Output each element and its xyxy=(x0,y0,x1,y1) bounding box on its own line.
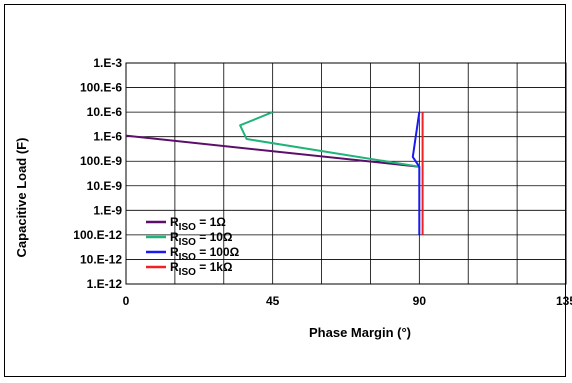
y-tick-label: 100.E-12 xyxy=(73,228,122,242)
legend-entry: RISO = 1Ω xyxy=(170,215,226,233)
y-tick-label: 10.E-6 xyxy=(87,105,123,119)
legend-entry: RISO = 1kΩ xyxy=(170,260,233,278)
grid xyxy=(125,62,567,285)
x-tick-label: 0 xyxy=(123,294,130,308)
y-tick-label: 10.E-9 xyxy=(87,179,123,193)
y-tick-label: 1.E-3 xyxy=(93,56,122,70)
x-tick-label: 90 xyxy=(413,294,427,308)
y-axis-label: Capacitive Load (F) xyxy=(14,138,29,258)
x-tick-label: 45 xyxy=(266,294,280,308)
y-tick-label: 100.E-6 xyxy=(80,81,122,95)
x-tick-label: 135 xyxy=(556,294,572,308)
plot-area xyxy=(125,62,567,285)
y-tick-label: 10.E-12 xyxy=(80,252,122,266)
legend-entry: RISO = 10Ω xyxy=(170,230,233,248)
chart-frame xyxy=(4,4,566,377)
y-tick-label: 1.E-12 xyxy=(87,277,123,291)
legend-entry: RISO = 100Ω xyxy=(170,245,240,263)
y-tick-label: 100.E-9 xyxy=(80,154,122,168)
y-tick-label: 1.E-9 xyxy=(93,203,122,217)
series-line-3 xyxy=(411,111,421,235)
x-tick-labels: 0 45 90 135 xyxy=(123,294,572,308)
y-tick-label: 1.E-6 xyxy=(93,130,122,144)
series-line-2 xyxy=(239,111,420,168)
series-line-1 xyxy=(125,134,420,168)
x-axis-label: Phase Margin (°) xyxy=(309,325,411,340)
series-lines xyxy=(125,111,424,235)
y-tick-labels: 1.E-3 100.E-6 10.E-6 1.E-6 100.E-9 10.E-9 1.E-… xyxy=(73,56,122,291)
